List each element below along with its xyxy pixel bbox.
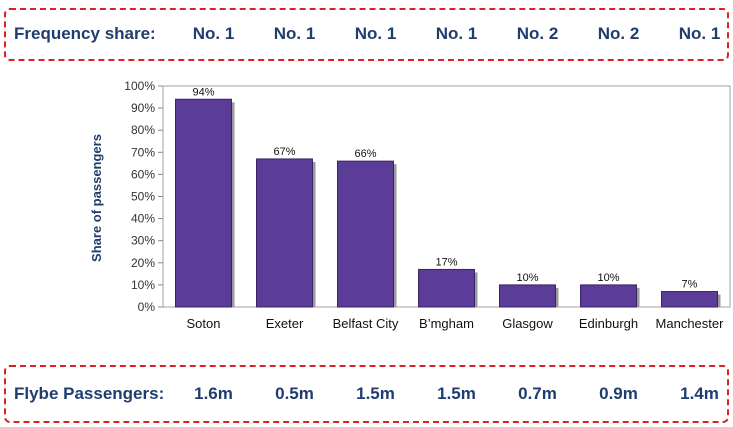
data-label: 67%	[273, 146, 295, 158]
y-axis-label: Share of passengers	[89, 134, 104, 262]
data-label: 10%	[597, 272, 619, 284]
y-tick-label: 90%	[131, 101, 155, 115]
y-tick-label: 40%	[131, 212, 155, 226]
flybe-passengers-value-5: 0.9m	[599, 384, 638, 403]
y-tick-label: 60%	[131, 167, 155, 181]
bar-6	[661, 291, 718, 308]
category-label: B’mgham	[419, 316, 474, 331]
bar-1	[256, 158, 313, 308]
flybe-passengers-box	[4, 365, 729, 423]
data-label: 66%	[354, 148, 376, 160]
flybe-passengers-value-2: 1.5m	[356, 384, 395, 403]
frequency-share-value-5: No. 2	[597, 24, 640, 43]
category-label: Belfast City	[333, 316, 399, 331]
category-label: Exeter	[266, 316, 304, 331]
y-tick-label: 20%	[131, 256, 155, 270]
frequency-share-value-3: No. 1	[435, 24, 478, 43]
y-tick-label: 10%	[131, 278, 155, 292]
y-tick-label: 30%	[131, 234, 155, 248]
bar-0	[175, 98, 232, 308]
y-tick-label: 0%	[138, 300, 156, 314]
bar-3	[418, 268, 475, 308]
category-label: Soton	[187, 316, 221, 331]
flybe-passengers-value-1: 0.5m	[275, 384, 314, 403]
frequency-share-label: Frequency share:	[14, 24, 156, 43]
frequency-share-value-4: No. 2	[516, 24, 559, 43]
y-tick-label: 50%	[131, 190, 155, 204]
category-label: Manchester	[656, 316, 725, 331]
data-label: 94%	[192, 86, 214, 98]
bar-4	[499, 284, 556, 308]
frequency-share-value-6: No. 1	[678, 24, 721, 43]
y-tick-label: 70%	[131, 145, 155, 159]
flybe-passengers-label: Flybe Passengers:	[14, 384, 165, 403]
category-label: Edinburgh	[579, 316, 638, 331]
flybe-passengers-value-6: 1.4m	[680, 384, 719, 403]
frequency-share-value-0: No. 1	[192, 24, 235, 43]
data-label: 10%	[516, 272, 538, 284]
frequency-share-value-2: No. 1	[354, 24, 397, 43]
data-label: 17%	[435, 256, 457, 268]
bar-2	[337, 160, 394, 308]
flybe-passengers-value-4: 0.7m	[518, 384, 557, 403]
frequency-share-box	[4, 8, 729, 61]
flybe-passengers-value-0: 1.6m	[194, 384, 233, 403]
flybe-passengers-value-3: 1.5m	[437, 384, 476, 403]
y-tick-label: 80%	[131, 123, 155, 137]
y-tick-label: 100%	[124, 79, 155, 93]
category-label: Glasgow	[502, 316, 553, 331]
bar-5	[580, 284, 637, 308]
data-label: 7%	[682, 279, 698, 291]
frequency-share-value-1: No. 1	[273, 24, 316, 43]
